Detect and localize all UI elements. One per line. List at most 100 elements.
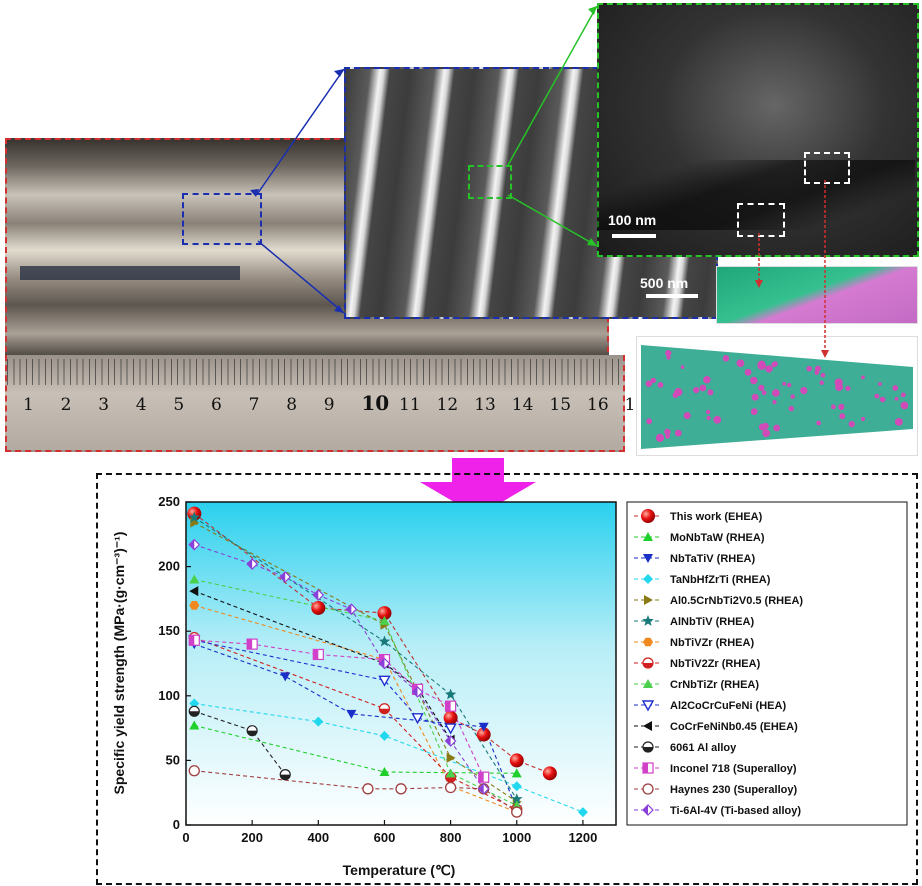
ruler-photo: 1 2 3 4 5 6 7 8 9 10 11 12 13 14 15 16 1 [5, 355, 635, 452]
legend-marker [642, 615, 654, 626]
ruler-number: 11 [399, 395, 421, 415]
precipitate-dot [806, 365, 812, 372]
sem-scale-label: 500 nm [640, 275, 689, 291]
data-point [446, 752, 456, 763]
data-point-fill [379, 708, 390, 714]
x-tick-label: 200 [241, 830, 263, 845]
precipitate-dot [722, 355, 730, 362]
legend-label: Haynes 230 (Superalloy) [670, 784, 798, 796]
ruler-number: 6 [211, 395, 222, 415]
x-tick-label: 0 [182, 830, 189, 845]
markers-this-work-ehea [187, 506, 557, 781]
x-axis: 0 200 400 600 800 1000 1200 [182, 820, 597, 845]
data-point-fill [189, 711, 200, 717]
legend-label: CrNbTiZr (RHEA) [670, 679, 759, 691]
ruler-number: 15 [549, 395, 572, 415]
precipitate-dot [790, 394, 795, 399]
precipitate-dot [699, 384, 707, 392]
legend-label: 6061 Al alloy [670, 742, 737, 754]
data-point-fill [247, 639, 253, 650]
y-tick-label: 50 [166, 752, 180, 767]
data-point [511, 768, 522, 778]
series-line [194, 724, 517, 774]
precipitate-dot [879, 396, 886, 403]
y-tick-label: 200 [158, 559, 180, 574]
y-tick-label: 0 [173, 817, 180, 832]
tem-scale-label: 100 nm [608, 212, 657, 228]
arrowhead [250, 189, 259, 197]
y-axis: 0 50 100 150 200 250 [158, 494, 191, 832]
data-point [444, 688, 457, 700]
connector-lines [250, 5, 829, 358]
down-arrow-icon [420, 458, 536, 516]
data-point [509, 753, 524, 768]
data-point-fill [247, 730, 258, 736]
legend-label: Al2CoCrCuFeNi (HEA) [670, 700, 786, 712]
data-point [189, 720, 200, 730]
precipitate-dot [758, 384, 765, 391]
precipitate-dot [814, 365, 821, 372]
precipitate-dot [878, 382, 882, 386]
sem-scale-bar [646, 294, 698, 298]
series-layer [187, 506, 588, 818]
data-point-fill [445, 777, 456, 783]
precipitate-dot [787, 382, 792, 388]
data-point [476, 727, 491, 742]
legend-marker-fill [643, 805, 648, 815]
precipitate-dot [744, 368, 752, 376]
precipitate-dot [703, 376, 711, 384]
data-point [577, 807, 588, 818]
precipitate-dot [707, 389, 714, 396]
precipitate-dot [674, 429, 682, 437]
precipitate-dot [800, 387, 808, 395]
ruler-number: 12 [436, 395, 459, 415]
series-line [194, 703, 584, 813]
precipitate-dot [736, 359, 745, 368]
series-line [194, 770, 518, 813]
data-point [511, 793, 523, 804]
data-point-fill [445, 736, 451, 747]
precipitate-dot [683, 412, 691, 420]
ruler-number: 9 [323, 395, 335, 415]
precipitate-dot [657, 382, 664, 388]
precipitate-dot [820, 372, 826, 378]
data-point [189, 698, 200, 709]
legend-marker [643, 574, 653, 584]
precipitate-dot [894, 418, 903, 426]
precipitate-dot [665, 350, 672, 357]
data-point [444, 781, 457, 794]
series-al2cocrcufeni-hea [194, 639, 451, 729]
precipitate-dot [892, 385, 899, 391]
precipitate-dot [894, 396, 899, 401]
precipitate-dot [758, 423, 766, 431]
precipitate-dot [861, 375, 865, 380]
legend-marker [643, 532, 653, 541]
legend-label: NbTiV2Zr (RHEA) [670, 658, 761, 670]
precipitate-dot [848, 421, 855, 428]
series-line [194, 590, 452, 740]
legend: This work (EHEA) MoNbTaW (RHEA) NbTaTiV (R… [634, 509, 803, 817]
precipitate-dot [666, 355, 671, 360]
precipitate-dot [762, 429, 771, 438]
x-tick-label: 1000 [502, 830, 531, 845]
legend-marker-fill [643, 663, 653, 668]
data-point [189, 586, 199, 597]
data-point [379, 730, 390, 741]
data-point [313, 716, 324, 727]
precipitate-dot [874, 393, 880, 399]
y-axis-title: Specific yield strength (MPa·(g·cm⁻³)⁻¹) [111, 532, 127, 795]
x-tick-label: 600 [374, 830, 396, 845]
chart-panel [96, 473, 918, 885]
apt-reconstruction-small [716, 266, 918, 324]
ruler-number: 1 [23, 395, 34, 415]
legend-label: AlNbTiV (RHEA) [670, 616, 754, 628]
data-point [511, 806, 523, 818]
data-point-fill [412, 686, 418, 697]
data-point [377, 606, 392, 621]
markers-monbtaw-rhea [189, 720, 522, 778]
data-point [511, 781, 522, 792]
ruler-number: 14 [511, 395, 534, 415]
series-haynes-230-superalloy [194, 770, 518, 813]
tem-roi-box-2 [737, 203, 785, 237]
legend-label: CoCrFeNiNb0.45 (EHEA) [670, 721, 798, 733]
